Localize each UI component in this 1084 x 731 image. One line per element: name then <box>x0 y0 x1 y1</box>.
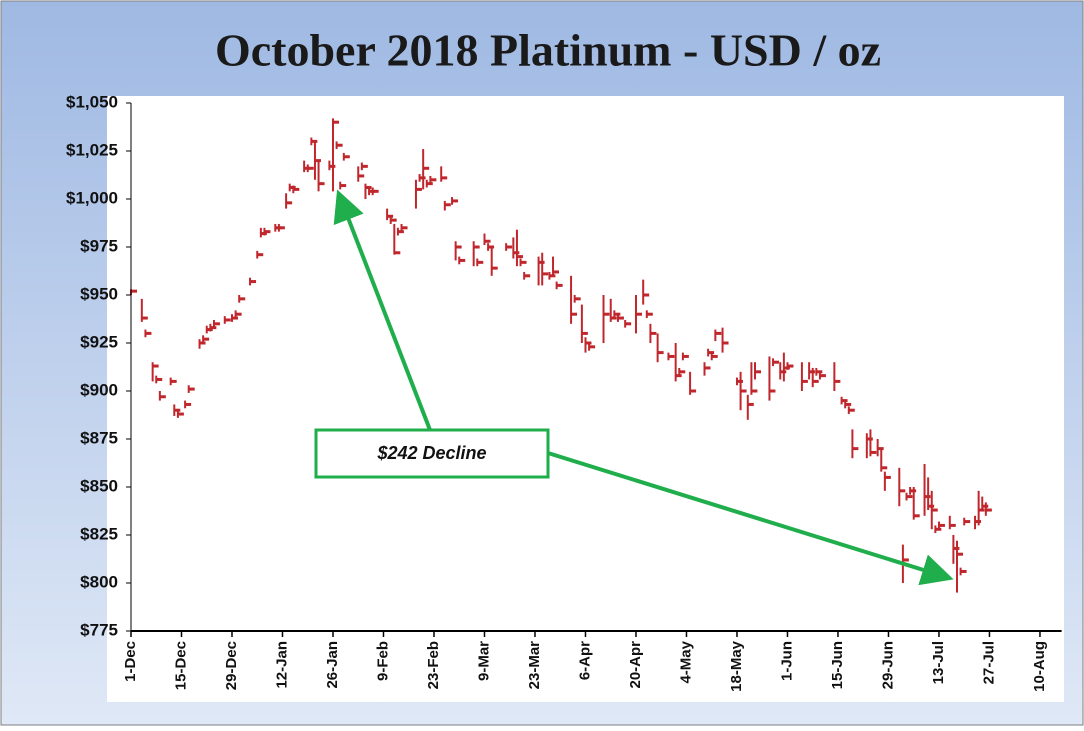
x-tick-label: 12-Jan <box>273 641 290 689</box>
x-tick-label: 15-Dec <box>172 641 189 690</box>
x-tick-label: 23-Feb <box>425 641 442 689</box>
x-tick-label: 1-Dec <box>122 641 139 682</box>
x-tick-label: 29-Dec <box>223 641 240 690</box>
y-tick-label: $875 <box>80 428 118 447</box>
y-tick-label: $950 <box>80 284 118 303</box>
x-tick-label: 4-May <box>677 640 694 683</box>
x-tick-label: 13-Jul <box>930 641 947 684</box>
chart-title: October 2018 Platinum - USD / oz <box>215 25 881 76</box>
x-tick-label: 20-Apr <box>627 641 644 689</box>
x-tick-label: 9-Feb <box>374 641 391 681</box>
x-tick-label: 29-Jun <box>879 641 896 689</box>
y-tick-label: $775 <box>80 620 118 639</box>
x-tick-label: 9-Mar <box>475 641 492 681</box>
arrow <box>547 451 954 586</box>
y-tick-label: $1,025 <box>66 140 118 159</box>
annotation: $242 Decline <box>376 443 486 463</box>
y-tick-label: $800 <box>80 572 118 591</box>
y-tick-label: $825 <box>80 524 118 543</box>
x-tick-label: 18-May <box>728 640 745 692</box>
y-tick-label: $925 <box>80 332 118 351</box>
series <box>130 118 992 593</box>
y-tick-label: $975 <box>80 236 118 255</box>
arrow <box>333 189 432 431</box>
y-tick-label: $850 <box>80 476 118 495</box>
y-tick-label: $900 <box>80 380 118 399</box>
x-tick-label: 27-Jul <box>980 641 997 684</box>
x-tick-label: 26-Jan <box>324 641 341 689</box>
plot-area <box>107 96 1064 702</box>
y-tick-label: $1,000 <box>66 188 118 207</box>
x-tick-label: 6-Apr <box>576 641 593 680</box>
x-tick-label: 1-Jun <box>778 641 795 681</box>
annotation-box <box>314 428 550 479</box>
x-tick-label: 23-Mar <box>526 641 543 690</box>
x-tick-label: 10-Aug <box>1031 641 1048 692</box>
x-tick-label: 15-Jun <box>829 641 846 689</box>
y-tick-label: $1,050 <box>66 92 118 111</box>
